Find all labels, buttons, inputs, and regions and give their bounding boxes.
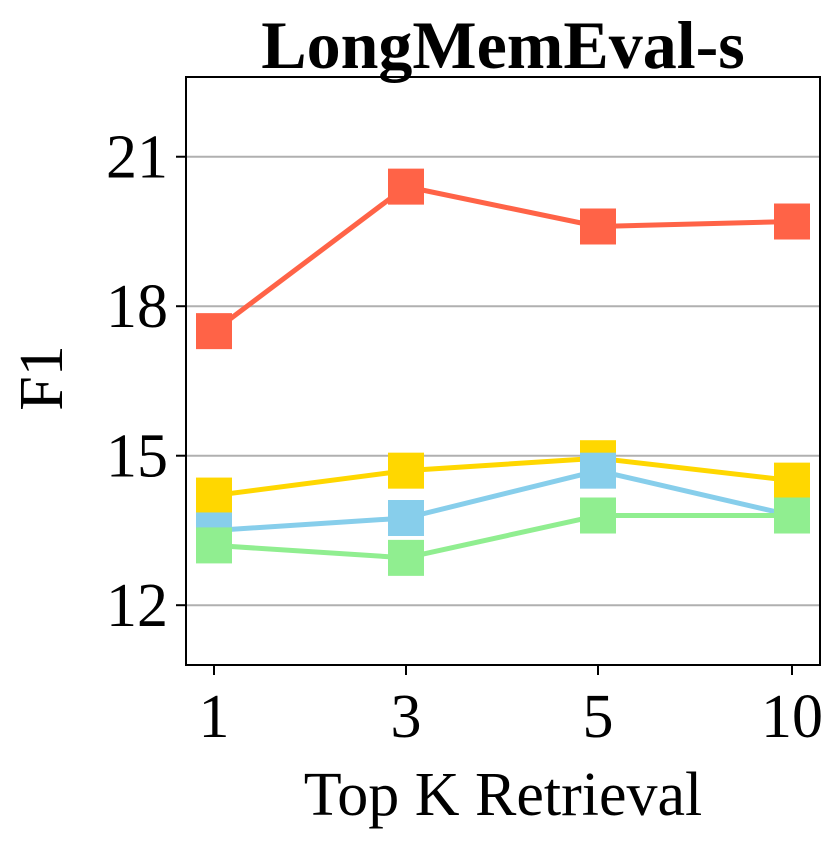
series-1 bbox=[196, 168, 810, 350]
y-tick-label: 18 bbox=[106, 273, 168, 341]
data-point bbox=[774, 203, 810, 240]
series-line bbox=[211, 468, 795, 533]
data-point bbox=[580, 497, 616, 534]
y-tick-label: 21 bbox=[106, 124, 168, 192]
plot-frame bbox=[185, 76, 821, 666]
data-point bbox=[774, 497, 810, 534]
x-tick-label: 5 bbox=[583, 683, 614, 751]
y-axis-label: F1 bbox=[8, 345, 76, 410]
data-point bbox=[388, 168, 424, 205]
data-point bbox=[388, 500, 424, 536]
series-line bbox=[211, 455, 795, 499]
data-point bbox=[196, 313, 232, 350]
x-axis-label: Top K Retrieval bbox=[304, 761, 703, 829]
x-tick-label: 10 bbox=[761, 683, 823, 751]
data-point bbox=[580, 452, 616, 489]
data-point bbox=[196, 527, 232, 564]
grid-layer bbox=[186, 155, 820, 607]
data-point bbox=[196, 477, 232, 514]
series-line bbox=[211, 513, 795, 561]
data-point bbox=[388, 539, 424, 576]
y-tick-label: 12 bbox=[106, 572, 168, 640]
series-line bbox=[211, 184, 795, 334]
data-point bbox=[580, 208, 616, 245]
data-point bbox=[388, 452, 424, 489]
x-tick-label: 1 bbox=[199, 683, 230, 751]
series-layer bbox=[196, 168, 810, 576]
chart-title: LongMemEval-s bbox=[261, 7, 745, 83]
y-tick-label: 15 bbox=[106, 423, 168, 491]
series-4 bbox=[196, 497, 810, 576]
data-point bbox=[774, 462, 810, 499]
series-2 bbox=[196, 440, 810, 514]
x-tick-label: 3 bbox=[391, 683, 422, 751]
